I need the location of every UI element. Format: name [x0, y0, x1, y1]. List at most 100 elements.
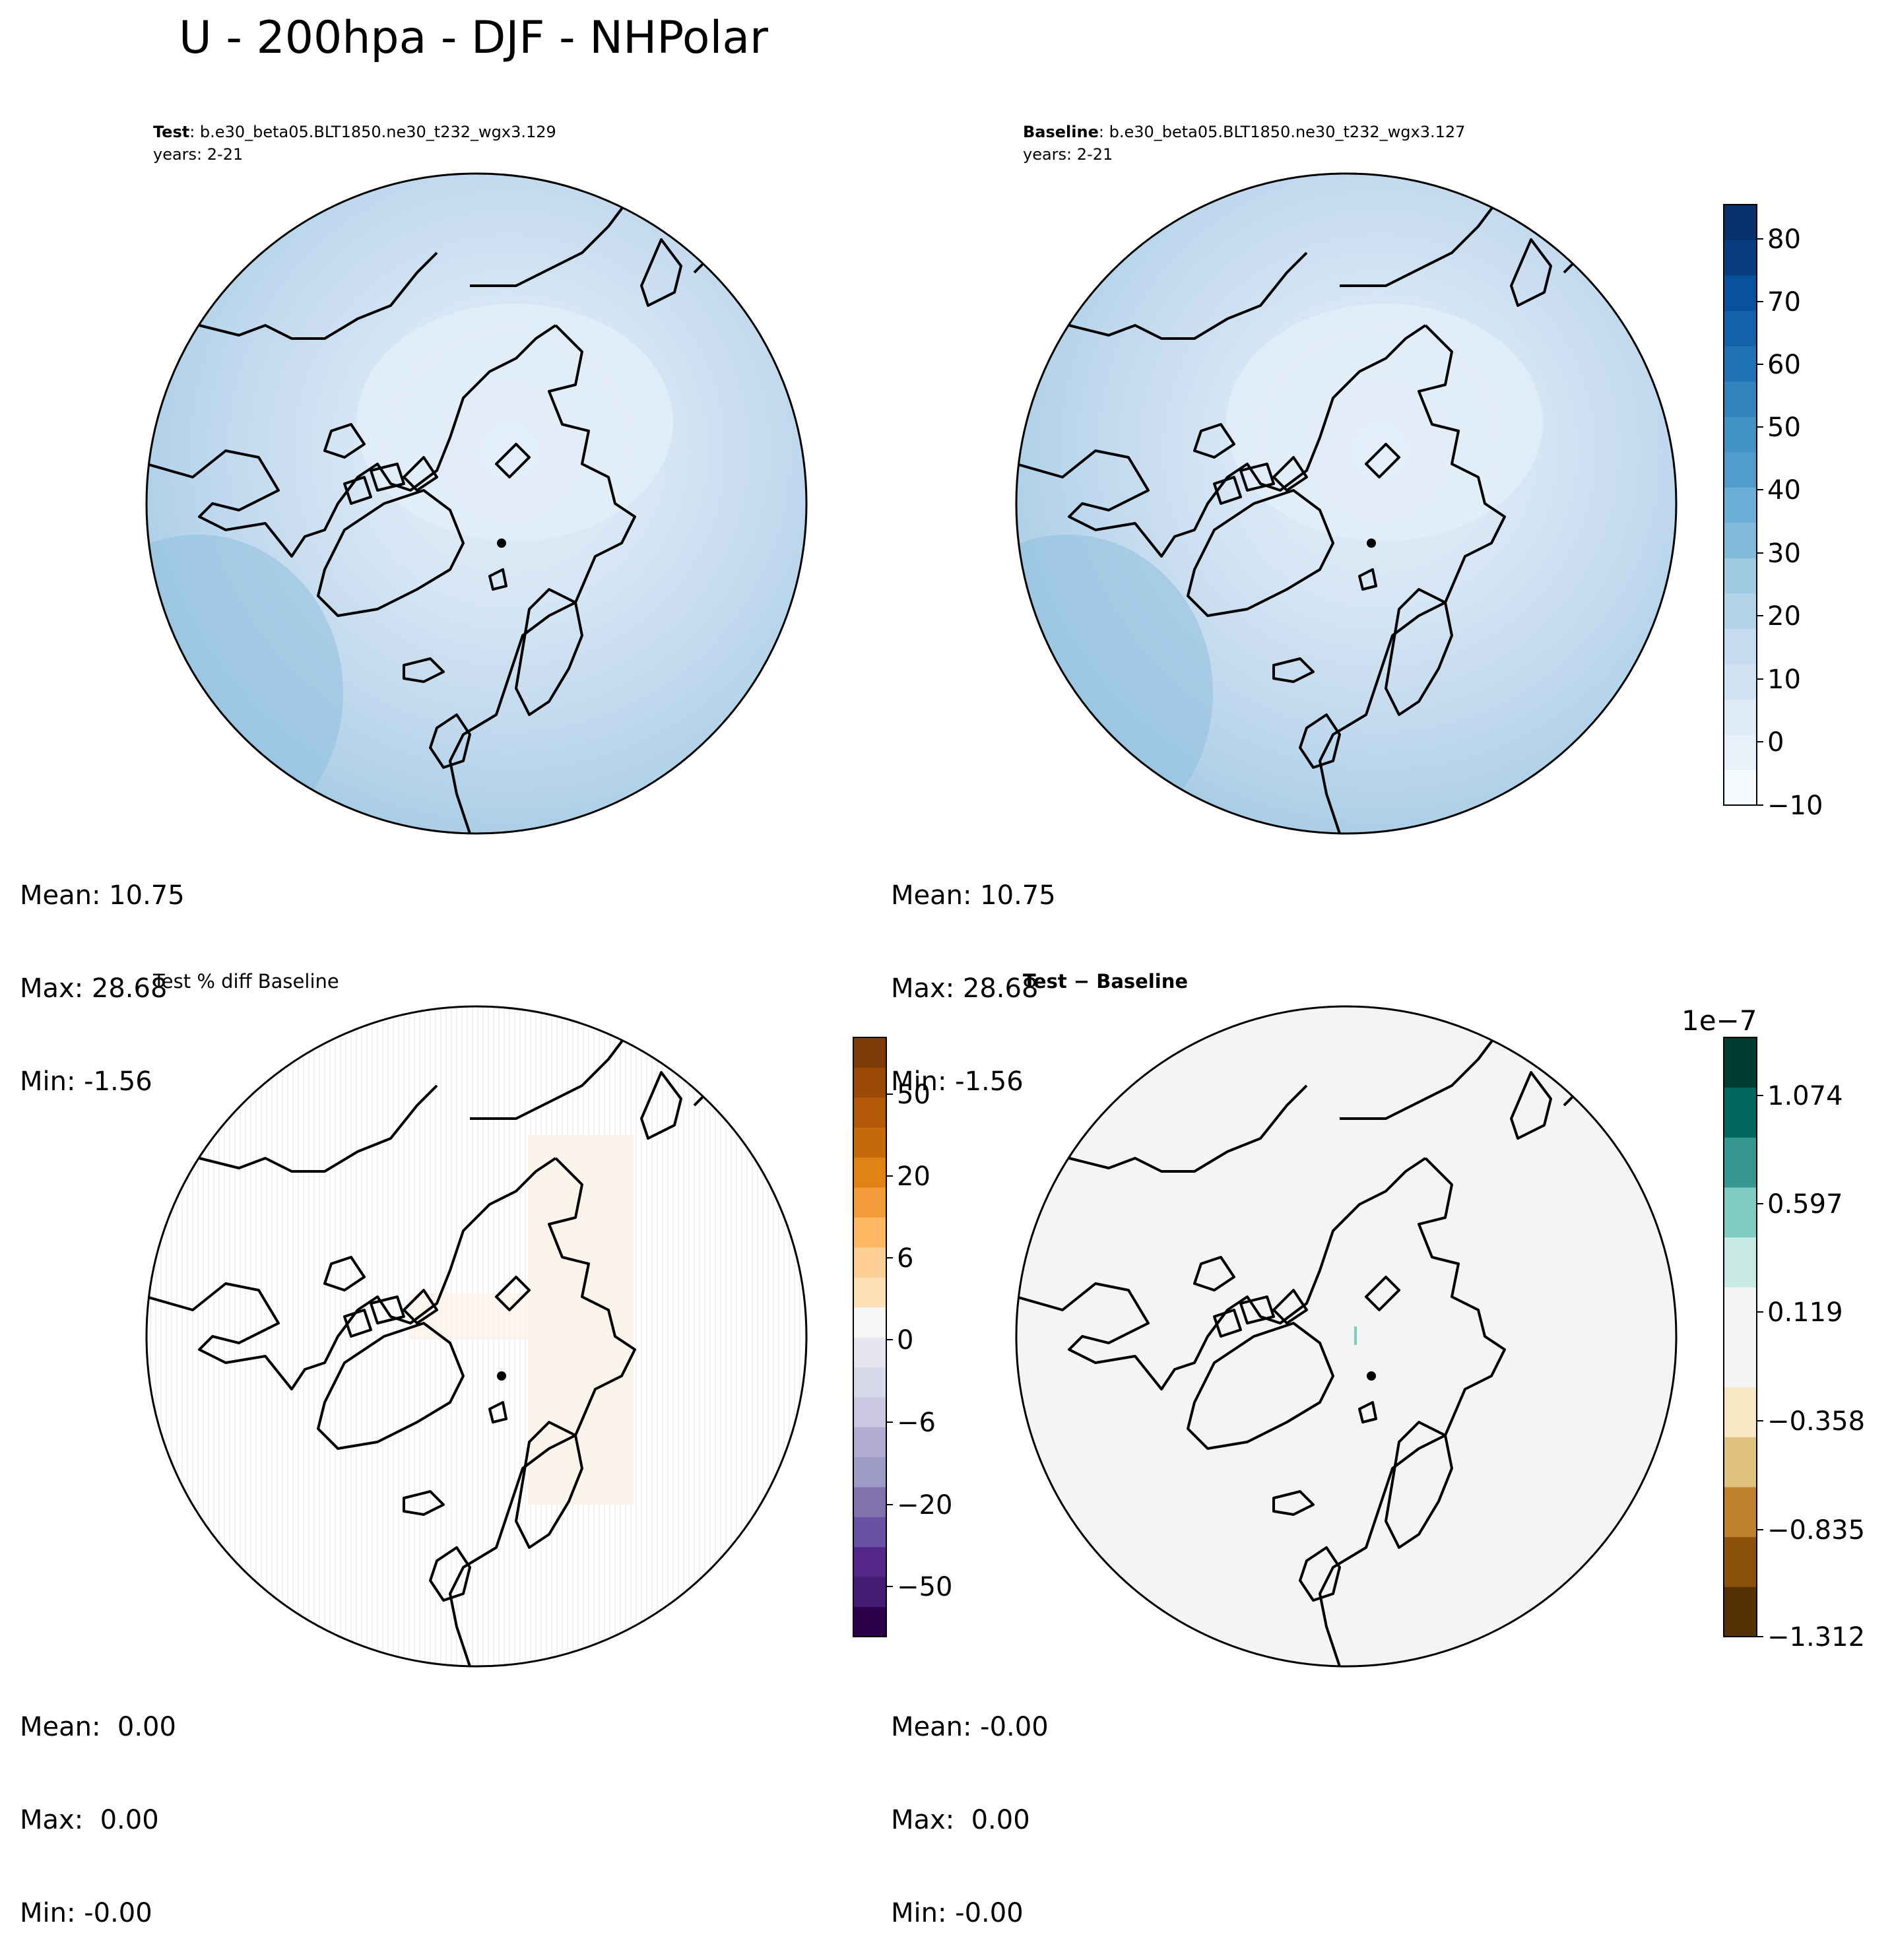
diff-colorbar-swatch — [1724, 1237, 1757, 1288]
diff-colorbar-swatch — [1724, 1437, 1757, 1487]
pct-colorbar-swatch — [853, 1217, 886, 1248]
field-colorbar-swatch — [1724, 734, 1757, 770]
pct-colorbar-frame — [853, 1037, 887, 1637]
baseline-max: Max: 28.68 — [891, 973, 1039, 1004]
pct-colorbar-tick-label: 6 — [897, 1243, 913, 1274]
field-colorbar-swatch — [1724, 346, 1757, 382]
test-title-bold: Test — [153, 123, 190, 141]
baseline-mean: Mean: 10.75 — [891, 880, 1056, 911]
pct-colorbar-swatch — [853, 1337, 886, 1367]
pct-colorbar-swatch — [853, 1517, 886, 1548]
pct-colorbar-tick-label: −6 — [897, 1408, 936, 1438]
field-colorbar-swatch — [1724, 205, 1757, 241]
diff-min: Min: -0.00 — [891, 1898, 1024, 1928]
pct-colorbar-swatch — [853, 1037, 886, 1068]
test-map — [145, 172, 808, 835]
field-colorbar-swatch — [1724, 699, 1757, 735]
pct-colorbar-swatch — [853, 1157, 886, 1188]
pct-colorbar-swatch — [853, 1067, 886, 1098]
field-colorbar-swatch — [1724, 240, 1757, 276]
pct-colorbar-tick-label: −50 — [897, 1572, 952, 1602]
diff-colorbar-swatch — [1724, 1087, 1757, 1138]
baseline-stats: Mean: 10.75 Max: 28.68 Min: -1.56 — [891, 818, 1056, 1128]
test-panel-title: Test: b.e30_beta05.BLT1850.ne30_t232_wgx… — [153, 121, 556, 166]
pct-colorbar-swatch — [853, 1606, 886, 1637]
pct-colorbar-tick-label: 0 — [897, 1325, 913, 1356]
field-colorbar: 80 70 60 50 40 30 20 10 0 −10 — [1723, 204, 1823, 821]
field-colorbar-swatch — [1724, 310, 1757, 346]
test-title-rest: : b.e30_beta05.BLT1850.ne30_t232_wgx3.12… — [189, 123, 556, 141]
field-colorbar-swatch — [1724, 628, 1757, 665]
pct-diff-map — [145, 1005, 808, 1668]
field-colorbar-swatch — [1724, 451, 1757, 488]
pct-colorbar-swatch — [853, 1247, 886, 1278]
test-mean: Mean: 10.75 — [20, 880, 185, 911]
field-colorbar-swatch — [1724, 487, 1757, 523]
field-colorbar-swatch — [1724, 416, 1757, 453]
pct-diff-panel-title: Test % diff Baseline — [153, 970, 339, 993]
diff-colorbar-tick-label: −0.358 — [1767, 1406, 1865, 1437]
diff-colorbar-swatch — [1724, 1586, 1757, 1637]
pct-colorbar-swatch — [853, 1427, 886, 1458]
baseline-panel-title: Baseline: b.e30_beta05.BLT1850.ne30_t232… — [1023, 121, 1465, 166]
pct-diff-min: Min: -0.00 — [20, 1898, 152, 1928]
diff-colorbar-swatch — [1724, 1287, 1757, 1338]
field-colorbar-tick-label: 0 — [1767, 727, 1784, 758]
test-max: Max: 28.68 — [20, 973, 168, 1004]
diff-panel-title: Test − Baseline — [1023, 970, 1189, 993]
field-colorbar-swatch — [1724, 381, 1757, 417]
field-colorbar-tick-label: −10 — [1767, 791, 1823, 821]
diff-colorbar-tick-label: −1.312 — [1767, 1622, 1865, 1652]
pct-colorbar-swatch — [853, 1396, 886, 1427]
field-colorbar-frame — [1723, 204, 1757, 806]
field-colorbar-swatch — [1724, 769, 1757, 806]
pct-diff-colorbar: 50 20 6 0 −6 −20 −50 — [853, 1037, 952, 1637]
diff-max: Max: 0.00 — [891, 1805, 1030, 1835]
diff-colorbar-swatch — [1724, 1536, 1757, 1587]
field-colorbar-tick-label: 10 — [1767, 665, 1801, 695]
pct-diff-max: Max: 0.00 — [20, 1805, 159, 1835]
baseline-years: years: 2-21 — [1023, 145, 1113, 164]
field-colorbar-swatch — [1724, 663, 1757, 700]
diff-colorbar-frame — [1723, 1037, 1757, 1637]
diff-colorbar-swatch — [1724, 1337, 1757, 1388]
pct-colorbar-swatch — [853, 1307, 886, 1338]
field-colorbar-tick-label: 70 — [1767, 287, 1801, 317]
baseline-map — [1015, 172, 1678, 835]
diff-colorbar-tick-label: 0.119 — [1767, 1297, 1843, 1328]
field-colorbar-tick-label: 50 — [1767, 412, 1801, 443]
pct-colorbar-swatch — [853, 1367, 886, 1398]
baseline-title-rest: : b.e30_beta05.BLT1850.ne30_t232_wgx3.12… — [1098, 123, 1466, 141]
diff-mean: Mean: -0.00 — [891, 1712, 1049, 1742]
diff-colorbar-tick-label: 0.597 — [1767, 1189, 1843, 1220]
diff-colorbar-tick-label: −0.835 — [1767, 1515, 1865, 1546]
field-colorbar-tick-label: 30 — [1767, 539, 1801, 569]
field-colorbar-tick-label: 60 — [1767, 350, 1801, 380]
field-colorbar-swatch — [1724, 522, 1757, 558]
pct-colorbar-swatch — [853, 1487, 886, 1517]
diff-colorbar-swatch — [1724, 1037, 1757, 1088]
field-colorbar-tick-label: 40 — [1767, 475, 1801, 506]
field-colorbar-tick-label: 20 — [1767, 601, 1801, 632]
test-stats: Mean: 10.75 Max: 28.68 Min: -1.56 — [20, 818, 185, 1128]
test-years: years: 2-21 — [153, 145, 244, 164]
pct-colorbar-swatch — [853, 1456, 886, 1487]
figure-title: U - 200hpa - DJF - NHPolar — [178, 12, 769, 64]
diff-colorbar-swatch — [1724, 1487, 1757, 1538]
field-colorbar-swatch — [1724, 593, 1757, 629]
pct-diff-mean: Mean: 0.00 — [20, 1712, 176, 1742]
pct-colorbar-swatch — [853, 1097, 886, 1128]
diff-colorbar-swatch — [1724, 1187, 1757, 1238]
pct-colorbar-swatch — [853, 1546, 886, 1577]
pct-colorbar-swatch — [853, 1277, 886, 1308]
field-colorbar-tick-label: 80 — [1767, 224, 1801, 255]
diff-colorbar-swatch — [1724, 1137, 1757, 1188]
diff-colorbar: 1.074 0.597 0.119 −0.358 −0.835 −1.312 — [1723, 1037, 1865, 1652]
diff-colorbar-exponent: 1e−7 — [1682, 1004, 1757, 1037]
baseline-title-bold: Baseline — [1023, 123, 1099, 141]
pct-colorbar-swatch — [853, 1127, 886, 1158]
pct-colorbar-tick-label: 20 — [897, 1161, 931, 1192]
field-colorbar-swatch — [1724, 275, 1757, 311]
pct-colorbar-tick-label: 50 — [897, 1080, 931, 1110]
